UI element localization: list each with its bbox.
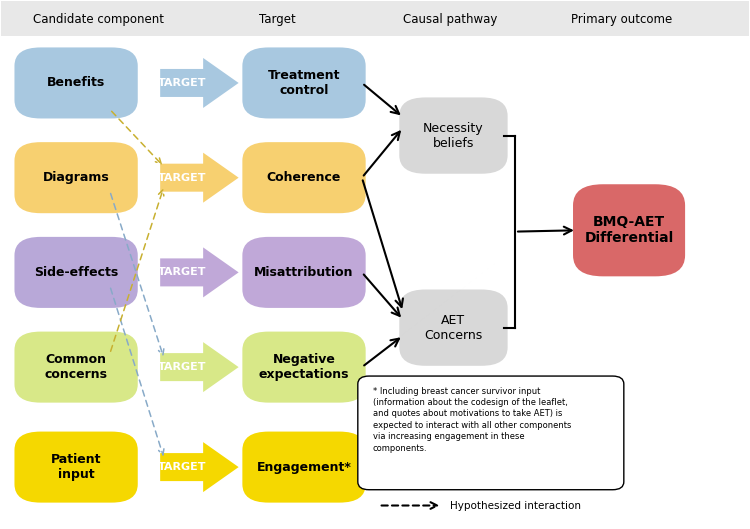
Text: Side-effects: Side-effects [34,266,118,279]
Text: AET
Concerns: AET Concerns [424,314,482,342]
Text: Causal pathway: Causal pathway [403,13,497,26]
Text: Coherence: Coherence [267,171,341,184]
FancyBboxPatch shape [14,48,138,118]
Text: BMQ-AET
Differential: BMQ-AET Differential [584,215,674,245]
FancyBboxPatch shape [14,237,138,308]
Text: Common
concerns: Common concerns [44,353,107,381]
Polygon shape [160,58,238,108]
Text: Misattribution: Misattribution [254,266,354,279]
Text: Negative
expectations: Negative expectations [259,353,350,381]
Polygon shape [160,153,238,203]
Polygon shape [160,248,238,297]
FancyBboxPatch shape [358,376,624,490]
FancyBboxPatch shape [242,332,366,403]
FancyBboxPatch shape [14,432,138,503]
Text: TARGET: TARGET [158,172,206,183]
Text: Hypothesized interaction: Hypothesized interaction [450,500,580,510]
FancyBboxPatch shape [573,184,685,276]
Text: Target: Target [260,13,296,26]
Text: Necessity
beliefs: Necessity beliefs [423,122,484,150]
Text: TARGET: TARGET [158,362,206,372]
FancyBboxPatch shape [242,432,366,503]
Text: TARGET: TARGET [158,78,206,88]
Text: Engagement*: Engagement* [256,461,352,473]
Polygon shape [160,442,238,492]
Text: Treatment
control: Treatment control [268,69,340,97]
Text: * Including breast cancer survivor input
(information about the codesign of the : * Including breast cancer survivor input… [373,387,572,453]
FancyBboxPatch shape [242,142,366,213]
FancyBboxPatch shape [2,2,748,35]
Text: Diagrams: Diagrams [43,171,110,184]
FancyBboxPatch shape [242,237,366,308]
FancyBboxPatch shape [14,332,138,403]
Text: Patient
input: Patient input [51,453,101,481]
FancyBboxPatch shape [399,289,508,366]
Text: Primary outcome: Primary outcome [571,13,672,26]
Text: Benefits: Benefits [47,77,105,89]
Text: TARGET: TARGET [158,462,206,472]
Text: Candidate component: Candidate component [33,13,164,26]
FancyBboxPatch shape [399,97,508,174]
FancyBboxPatch shape [14,142,138,213]
Text: TARGET: TARGET [158,267,206,277]
FancyBboxPatch shape [242,48,366,118]
Polygon shape [160,342,238,392]
